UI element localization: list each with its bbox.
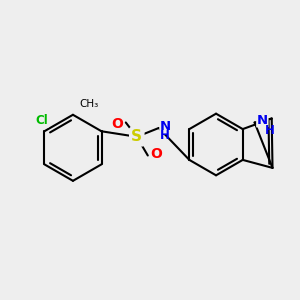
Text: N: N	[160, 120, 171, 134]
Text: CH₃: CH₃	[80, 99, 99, 109]
Text: Cl: Cl	[36, 114, 49, 127]
Text: S: S	[131, 129, 142, 144]
Text: H: H	[265, 124, 275, 137]
Text: O: O	[150, 147, 162, 161]
Text: N: N	[257, 114, 268, 127]
Text: O: O	[112, 117, 124, 130]
Text: H: H	[160, 129, 170, 142]
